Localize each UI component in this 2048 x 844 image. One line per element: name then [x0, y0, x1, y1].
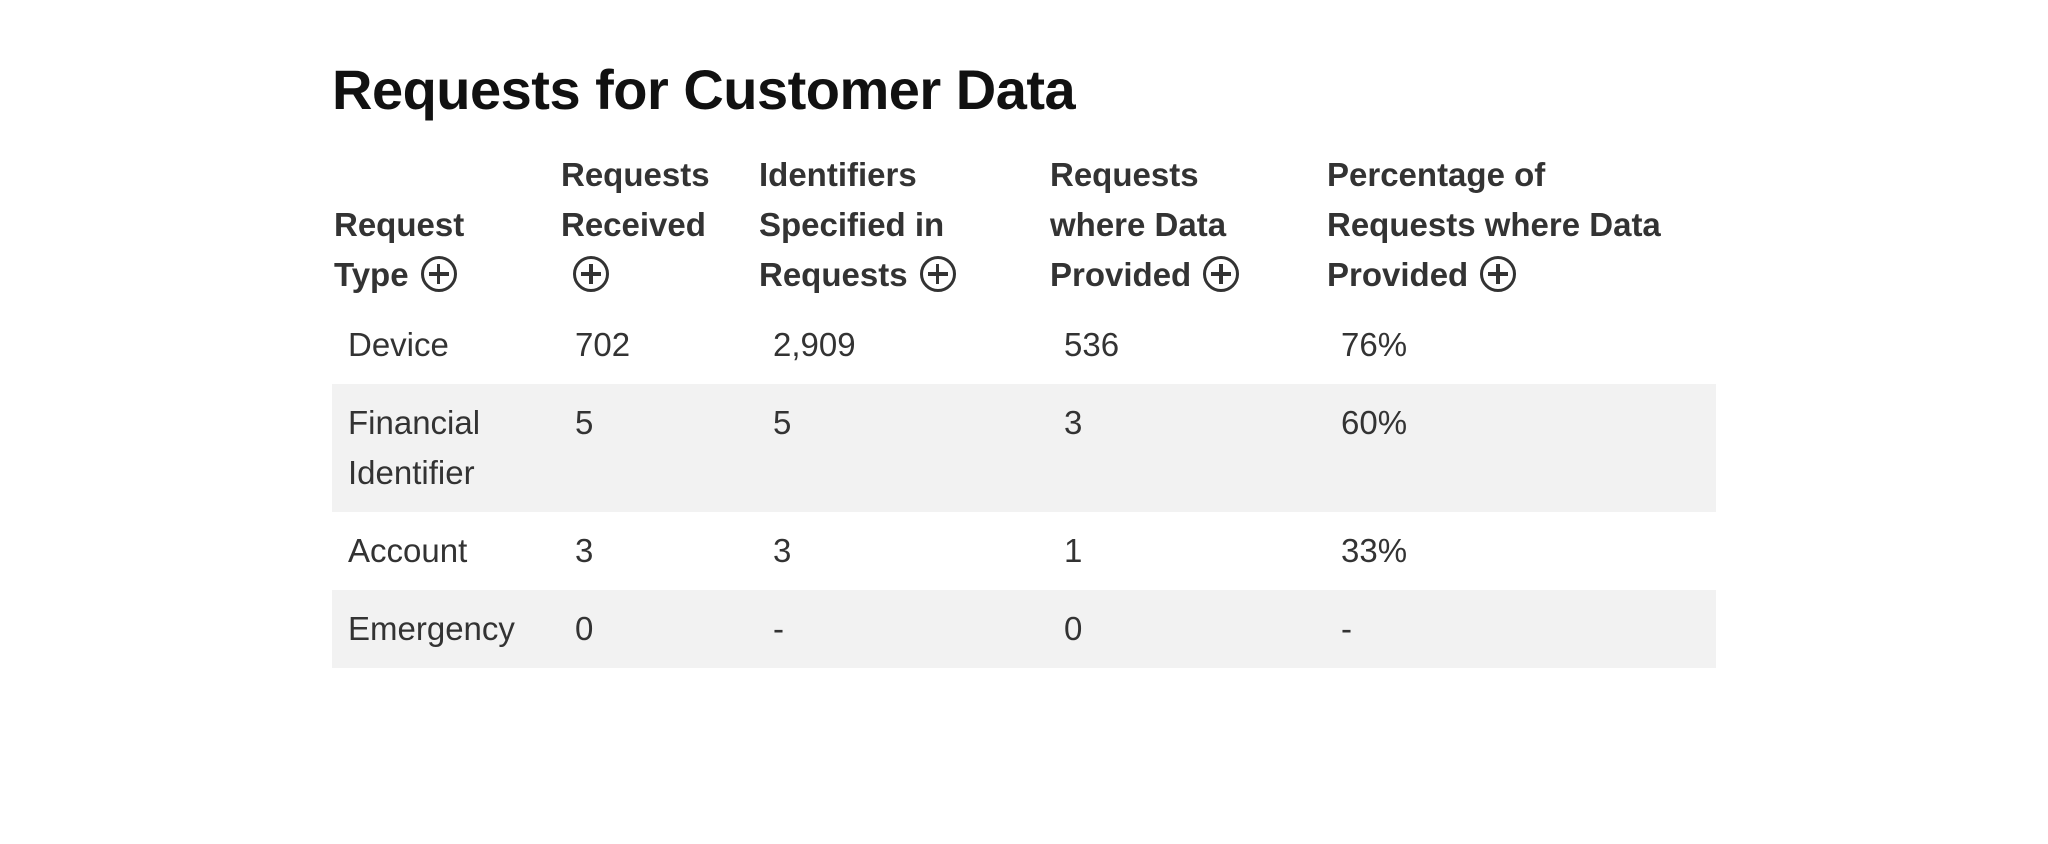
cell-percentage-data-provided: 76%	[1341, 326, 1408, 363]
table-row: Device 702 2,909 536 76%	[332, 306, 1716, 384]
cell-requests-data-provided: 1	[1064, 532, 1083, 569]
cell-request-type: Account	[348, 532, 468, 569]
cell-requests-data-provided: 0	[1048, 590, 1325, 668]
header-request-type: Request Type	[332, 150, 559, 306]
header-percentage-data-provided: Percentage of Requests where Data Provid…	[1325, 150, 1716, 306]
cell-percentage-data-provided: 60%	[1325, 384, 1716, 512]
cell-percentage-data-provided: -	[1325, 590, 1716, 668]
customer-data-requests-table: Request Type Requests Received Identifie…	[332, 150, 1716, 668]
header-identifiers-specified: Identifiers Specified in Requests	[757, 150, 1048, 306]
cell-request-type: Financial Identifier	[332, 384, 559, 512]
cell-requests-received: 5	[559, 384, 757, 512]
page-title: Requests for Customer Data	[332, 58, 1076, 121]
cell-identifiers-specified: 3	[773, 532, 792, 569]
cell-request-type: Emergency	[332, 590, 559, 668]
cell-request-type: Device	[348, 326, 449, 363]
table-row: Emergency 0 - 0 -	[332, 590, 1716, 668]
plus-circle-icon[interactable]	[1203, 256, 1240, 292]
cell-requests-data-provided: 536	[1064, 326, 1120, 363]
cell-identifiers-specified: -	[757, 590, 1048, 668]
header-requests-received: Requests Received	[559, 150, 757, 306]
table-row: Account 3 3 1 33%	[332, 512, 1716, 590]
cell-identifiers-specified: 5	[757, 384, 1048, 512]
header-label: Requests Received	[561, 156, 710, 243]
plus-circle-icon[interactable]	[1480, 256, 1517, 292]
cell-percentage-data-provided: 33%	[1341, 532, 1408, 569]
cell-identifiers-specified: 2,909	[773, 326, 856, 363]
header-label: Identifiers Specified in Requests	[759, 156, 945, 293]
cell-requests-received: 3	[575, 532, 594, 569]
plus-circle-icon[interactable]	[573, 256, 609, 292]
cell-requests-received: 0	[559, 590, 757, 668]
table-row: Financial Identifier 5 5 3 60%	[332, 384, 1716, 512]
header-label: Percentage of Requests where Data Provid…	[1327, 156, 1661, 293]
plus-circle-icon[interactable]	[420, 256, 457, 292]
header-label: Request Type	[334, 206, 465, 293]
table-header-row: Request Type Requests Received Identifie…	[332, 150, 1716, 306]
cell-requests-received: 702	[575, 326, 631, 363]
plus-circle-icon[interactable]	[919, 256, 956, 292]
header-requests-data-provided: Requests where Data Provided	[1048, 150, 1325, 306]
header-label: Requests where Data Provided	[1050, 156, 1227, 293]
cell-requests-data-provided: 3	[1048, 384, 1325, 512]
